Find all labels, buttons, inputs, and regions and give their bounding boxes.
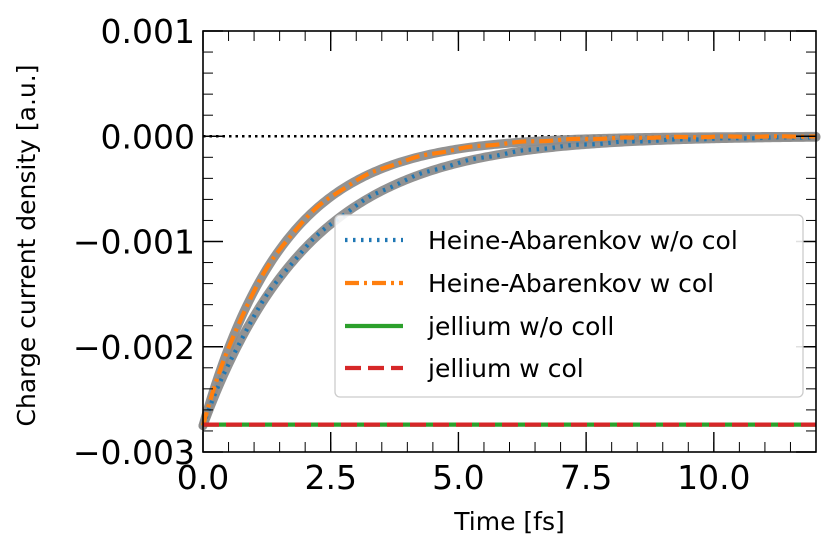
legend-label-heine-abarenkov-wo-col: Heine-Abarenkov w/o col: [428, 226, 738, 255]
y-tick-label: −0.003: [73, 433, 195, 472]
series-lines: [200, 134, 817, 427]
series-line-1: [200, 134, 817, 427]
x-tick-label: 5.0: [432, 458, 484, 497]
legend-label-heine-abarenkov-w-col: Heine-Abarenkov w col: [428, 269, 714, 298]
y-axis-label: Charge current density [a.u.]: [12, 65, 41, 427]
y-tick-label: −0.002: [73, 328, 195, 367]
y-tick-label: 0.000: [101, 117, 195, 156]
x-tick-label: 10.0: [677, 458, 750, 497]
x-tick-label: 2.5: [304, 458, 356, 497]
legend-label-jellium-w-col: jellium w col: [427, 354, 584, 383]
x-tick-label: 0.0: [177, 458, 229, 497]
legend-label-jellium-wo-coll: jellium w/o coll: [427, 312, 614, 341]
x-axis-label: Time [fs]: [453, 507, 564, 536]
x-tick-label: 7.5: [560, 458, 612, 497]
y-tick-label: 0.001: [101, 12, 195, 51]
y-tick-label: −0.001: [73, 223, 195, 262]
legend: Heine-Abarenkov w/o col Heine-Abarenkov …: [334, 214, 804, 398]
legend-box: [334, 214, 804, 398]
